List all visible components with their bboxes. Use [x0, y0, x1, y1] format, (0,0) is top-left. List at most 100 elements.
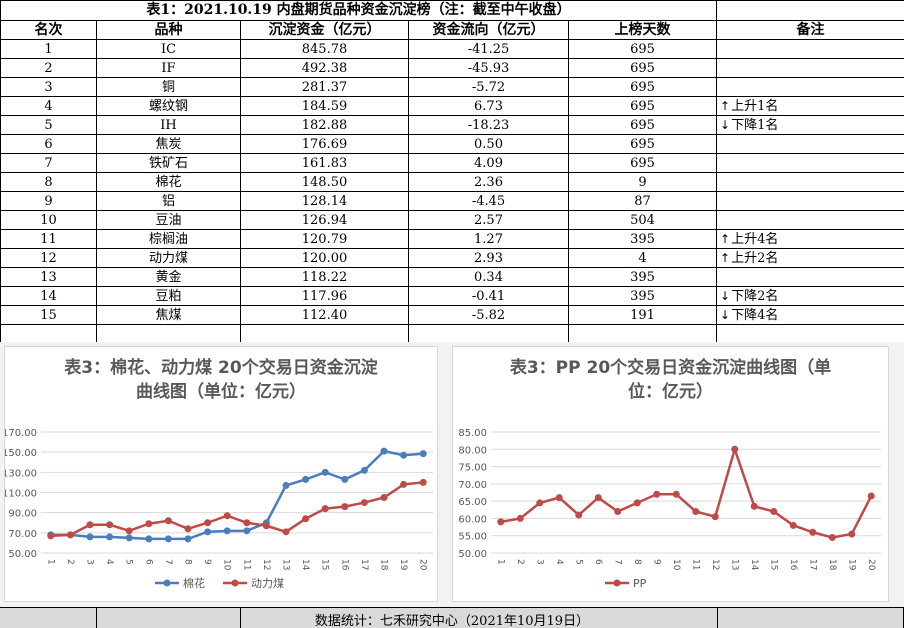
header-capital: 沉淀资金（亿元）	[240, 20, 409, 40]
x-tick-label: 10	[222, 559, 232, 571]
capital-cell: 182.88	[240, 115, 409, 135]
legend-label: PP	[633, 577, 647, 590]
data-point	[164, 517, 172, 525]
data-point	[848, 530, 856, 538]
flow-cell: -18.23	[408, 115, 569, 135]
charts-area: 表3：棉花、动力煤 20个交易日资金沉淀 曲线图（单位：亿元） 50.00 70.…	[0, 342, 904, 607]
rank-cell: 7	[0, 153, 97, 173]
data-point	[106, 521, 114, 529]
rank-cell: 11	[0, 229, 97, 249]
table-row: 10 豆油 126.94 2.57 504	[0, 210, 904, 230]
rank-cell: 15	[0, 305, 97, 325]
data-point	[770, 508, 778, 516]
data-point	[711, 513, 719, 521]
data-point	[204, 528, 212, 536]
data-point	[360, 466, 368, 474]
note-cell	[716, 191, 904, 211]
data-point	[497, 518, 505, 526]
empty-cell	[408, 324, 569, 344]
y-tick-label: 80.00	[458, 445, 487, 456]
data-point	[380, 447, 388, 455]
data-point	[302, 475, 310, 483]
up-arrow-icon: ↑	[720, 231, 731, 246]
data-point	[184, 535, 192, 543]
data-point	[867, 492, 875, 500]
x-tick-label: 19	[846, 559, 856, 571]
gridlines	[41, 431, 433, 554]
data-point	[614, 508, 622, 516]
x-tick-label: 12	[261, 559, 271, 570]
flow-cell: 2.93	[408, 248, 569, 268]
days-cell: 695	[567, 153, 718, 173]
note-cell: ↑上升2名	[716, 248, 904, 268]
rank-cell: 13	[0, 267, 97, 287]
data-point	[516, 514, 524, 522]
capital-cell: 112.40	[240, 305, 409, 325]
down-arrow-icon: ↓	[720, 307, 731, 322]
note-text: 下降1名	[731, 117, 779, 133]
flow-cell: -0.41	[408, 286, 569, 306]
y-tick-label: 50.00	[8, 549, 37, 560]
flow-cell: 1.27	[408, 229, 569, 249]
x-tick-label: 17	[807, 559, 817, 570]
y-tick-label: 75.00	[458, 463, 487, 474]
note-text: 上升1名	[731, 98, 779, 114]
data-point	[125, 527, 133, 535]
note-cell	[716, 210, 904, 230]
series-line	[50, 481, 424, 538]
flow-cell: 4.09	[408, 153, 569, 173]
y-tick-label: 65.00	[458, 497, 487, 508]
series	[497, 445, 875, 541]
note-text: 上升4名	[731, 231, 779, 247]
data-point	[106, 533, 114, 541]
data-point	[145, 520, 153, 528]
data-point	[223, 512, 231, 520]
name-cell: 铜	[96, 77, 241, 97]
data-point	[282, 528, 290, 536]
data-point	[321, 505, 329, 513]
empty-cell	[716, 324, 904, 344]
x-tick-label: 18	[827, 559, 837, 571]
x-tick-label: 5	[573, 559, 583, 565]
name-cell: 动力煤	[96, 248, 241, 268]
legend-marker	[231, 579, 239, 587]
data-point	[341, 503, 349, 511]
data-point	[380, 494, 388, 502]
capital-cell: 176.69	[240, 134, 409, 154]
days-cell: 191	[567, 305, 718, 325]
data-point	[692, 508, 700, 516]
y-tick-label: 70.00	[8, 529, 37, 540]
capital-cell: 128.14	[240, 191, 409, 211]
x-tick-label: 4	[104, 559, 114, 565]
table-row: 4 螺纹钢 184.59 6.73 695 ↑上升1名	[0, 96, 904, 116]
days-cell: 695	[567, 39, 718, 59]
capital-ranking-table: 表1：2021.10.19 内盘期货品种资金沉淀榜（注：截至中午收盘） 名次 品…	[0, 0, 904, 344]
header-rank: 名次	[0, 20, 97, 40]
capital-cell: 161.83	[240, 153, 409, 173]
y-tick-label: 55.00	[458, 532, 487, 543]
data-point	[633, 499, 641, 507]
x-tick-label: 9	[202, 559, 212, 565]
name-cell: 豆粕	[96, 286, 241, 306]
flow-cell: 0.34	[408, 267, 569, 287]
name-cell: 黄金	[96, 267, 241, 287]
flow-cell: -5.72	[408, 77, 569, 97]
note-cell: ↓下降2名	[716, 286, 904, 306]
days-cell: 695	[567, 115, 718, 135]
table-row: 9 铝 128.14 -4.45 87	[0, 191, 904, 211]
table-row: 3 铜 281.37 -5.72 695	[0, 77, 904, 97]
data-point	[789, 521, 797, 529]
y-tick-label: 60.00	[458, 514, 487, 525]
table-row: 15 焦煤 112.40 -5.82 191 ↓下降4名	[0, 305, 904, 325]
name-cell: 焦煤	[96, 305, 241, 325]
note-cell: ↓下降1名	[716, 115, 904, 135]
rank-cell: 9	[0, 191, 97, 211]
note-text: 下降2名	[731, 288, 779, 304]
data-point	[223, 527, 231, 535]
data-point	[184, 525, 192, 533]
x-tick-label: 17	[359, 559, 369, 570]
header-note: 备注	[716, 20, 904, 40]
rank-cell: 10	[0, 210, 97, 230]
note-cell: ↓下降4名	[716, 305, 904, 325]
data-point	[47, 532, 55, 540]
